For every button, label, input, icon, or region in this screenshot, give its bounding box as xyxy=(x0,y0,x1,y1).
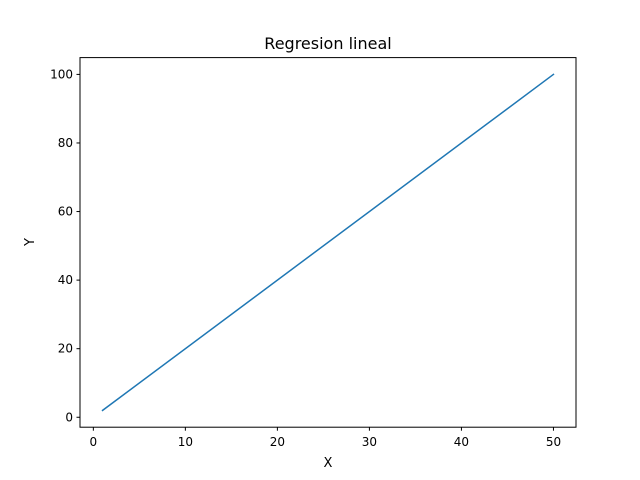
x-tick-label-1: 10 xyxy=(178,435,193,449)
y-tick-label-0: 0 xyxy=(65,410,73,424)
y-tick-label-5: 100 xyxy=(50,67,73,81)
x-tick-label-3: 30 xyxy=(362,435,377,449)
x-axis-label: X xyxy=(324,456,333,471)
x-tick-label-5: 50 xyxy=(546,435,561,449)
y-axis-ticks: 0 20 40 60 80 100 xyxy=(50,67,80,424)
x-tick-label-2: 20 xyxy=(270,435,285,449)
y-tick-label-2: 40 xyxy=(58,273,73,287)
y-tick-label-4: 80 xyxy=(58,136,73,150)
x-tick-label-0: 0 xyxy=(90,435,98,449)
y-tick-label-3: 60 xyxy=(58,205,73,219)
chart-title: Regresion lineal xyxy=(264,34,391,53)
x-axis-ticks: 0 10 20 30 40 50 xyxy=(90,427,561,449)
series-layer xyxy=(101,73,555,412)
series-line-0 xyxy=(101,73,555,412)
x-tick-label-4: 40 xyxy=(454,435,469,449)
y-tick-label-1: 20 xyxy=(58,342,73,356)
plot-frame xyxy=(79,57,577,428)
y-axis-label: Y xyxy=(23,238,38,247)
